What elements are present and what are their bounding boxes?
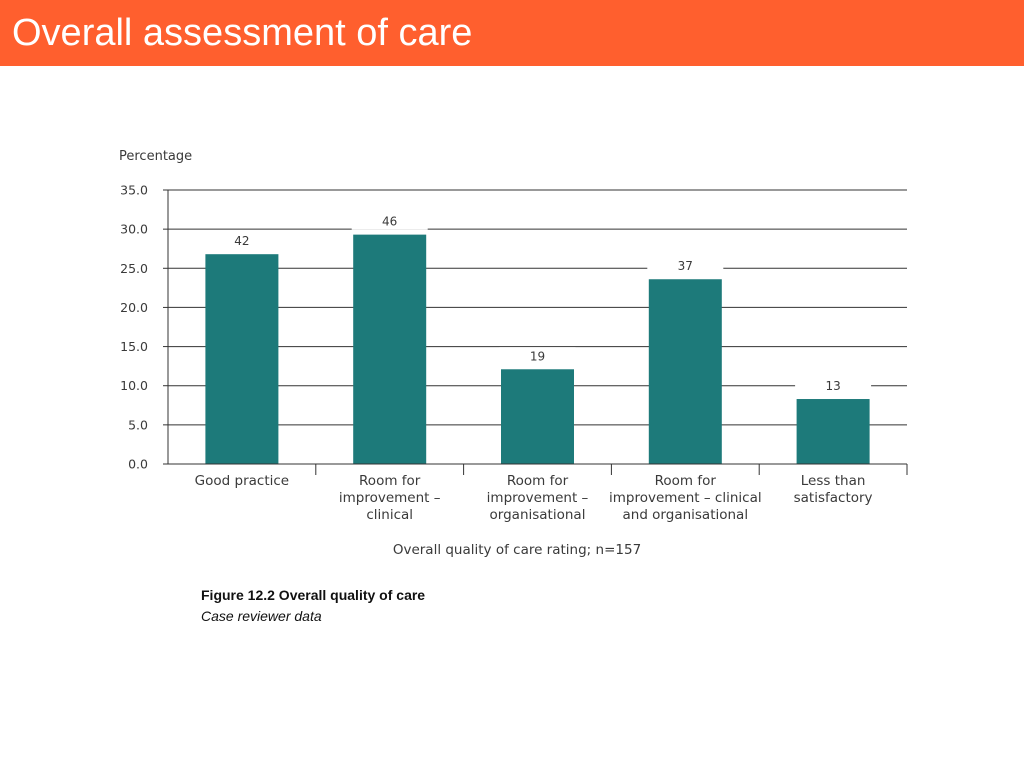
data-label: 46 [382,215,397,229]
data-label-bg [499,347,576,365]
x-tick-label: Room for improvement – clinical and organi… [609,473,762,523]
x-tick-label: Less than satisfactory [794,473,873,506]
y-tick-label: 5.0 [128,417,148,432]
x-axis-title: Overall quality of care rating; n=157 [393,542,641,558]
y-axis-title: Percentage [119,149,192,164]
data-label-bg [647,257,724,275]
data-label-bg [203,232,280,250]
bar [648,279,722,464]
bar [353,234,427,464]
y-tick-label: 25.0 [120,261,148,276]
y-tick-label: 20.0 [120,300,148,315]
y-tick-label: 15.0 [120,339,148,354]
bar [796,399,870,464]
slide-title: Overall assessment of care [12,12,473,54]
y-tick-label: 30.0 [120,222,148,237]
bar [205,254,279,464]
y-tick-label: 0.0 [128,457,148,472]
data-label: 37 [678,259,693,273]
data-label-bg [795,377,872,395]
data-label: 19 [530,349,545,363]
figure-caption: Figure 12.2 Overall quality of care Case… [201,585,425,627]
data-label-bg [351,212,428,230]
y-tick-label: 35.0 [120,183,148,198]
data-label: 42 [234,234,249,248]
title-bar: Overall assessment of care [0,0,1024,66]
x-tick-label: Good practice [195,473,289,489]
bar [501,369,574,464]
caption-subtitle: Case reviewer data [201,608,322,624]
caption-title: Figure 12.2 Overall quality of care [201,587,426,603]
x-tick-label: Room for improvement – clinical [339,473,441,523]
x-tick-label: Room for improvement – organisational [487,473,589,523]
data-label: 13 [825,379,840,393]
y-tick-label: 10.0 [120,378,148,393]
